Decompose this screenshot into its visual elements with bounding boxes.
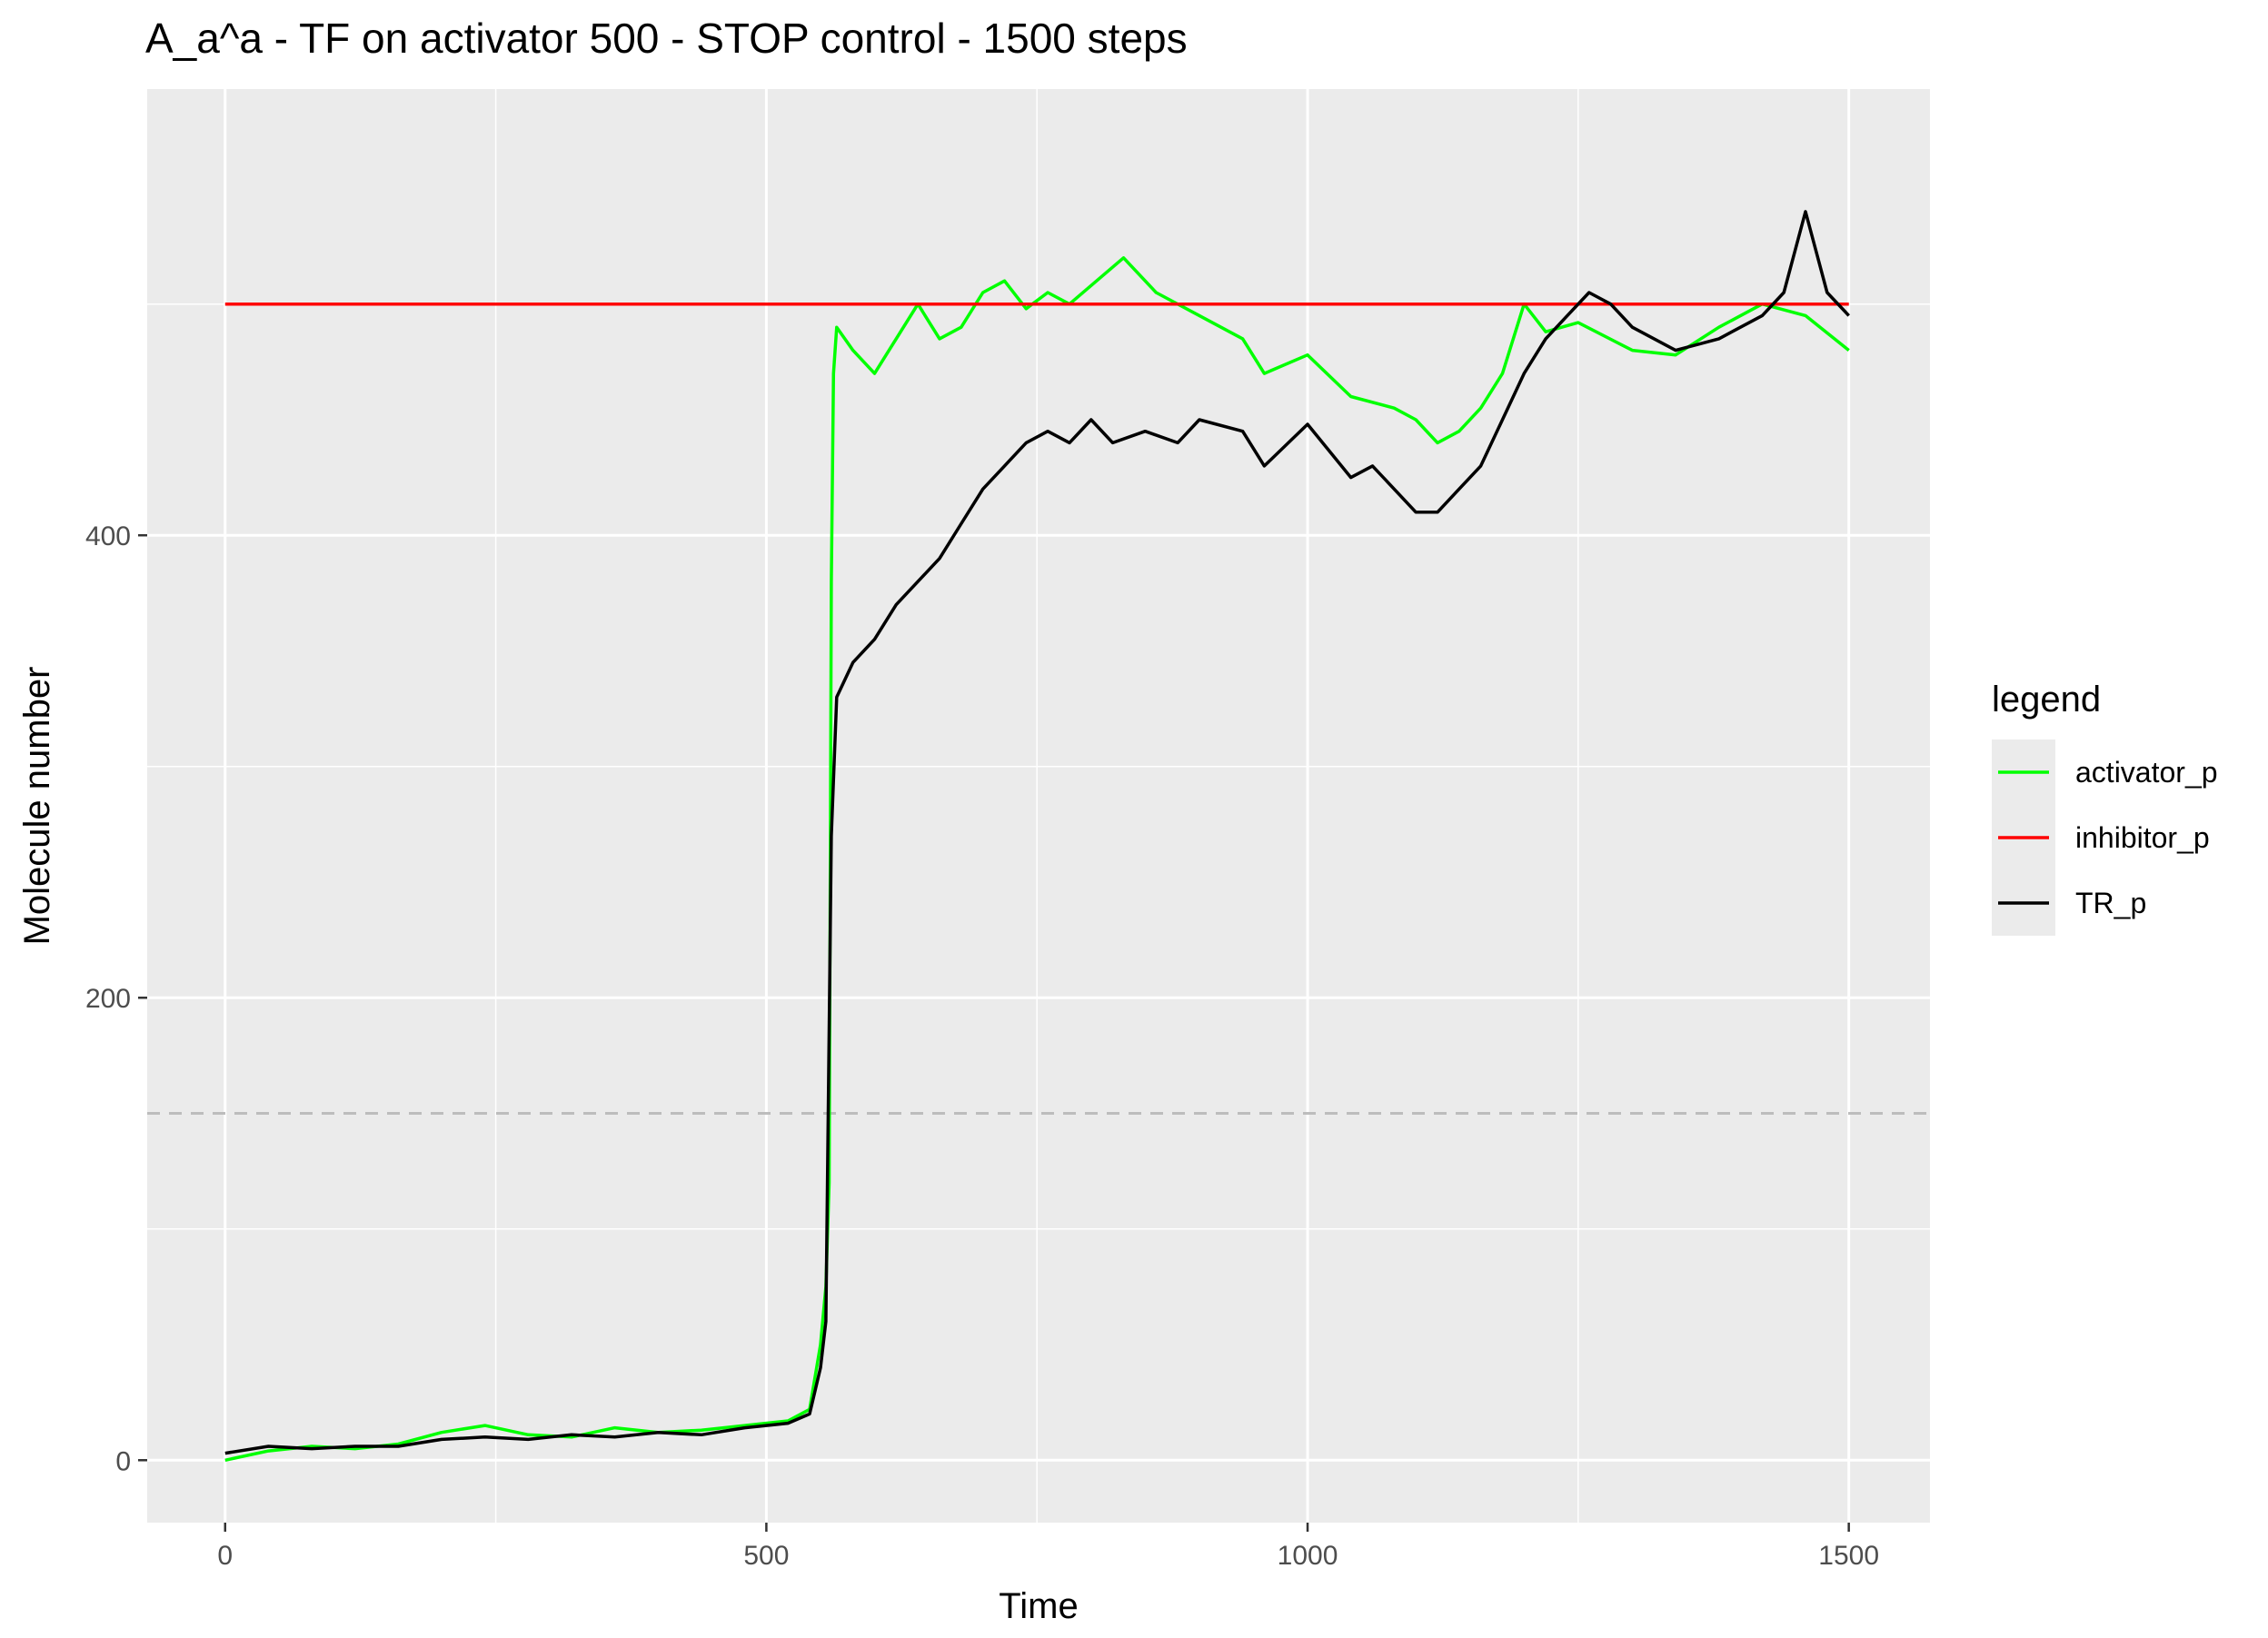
x-axis-ticks: 0 500 1000 1500: [217, 1523, 1879, 1571]
legend-label: inhibitor_p: [2075, 821, 2210, 854]
grid-major: [147, 89, 1930, 1523]
y-axis-ticks: 0 200 400: [85, 521, 147, 1476]
x-tick-label: 1500: [1818, 1541, 1879, 1571]
y-axis-title: Molecule number: [17, 667, 57, 946]
x-axis-title: Time: [999, 1586, 1078, 1626]
x-tick-label: 0: [217, 1541, 233, 1571]
legend-title: legend: [1992, 680, 2101, 720]
legend-label: activator_p: [2075, 756, 2218, 789]
legend-label: TR_p: [2075, 887, 2146, 919]
series-line-TR_p: [224, 210, 1850, 1455]
legend-item-activator_p: activator_p: [1992, 740, 2218, 805]
chart-title: A_a^a - TF on activator 500 - STOP contr…: [145, 15, 1188, 62]
x-tick-label: 500: [743, 1541, 789, 1571]
legend-item-inhibitor_p: inhibitor_p: [1992, 805, 2210, 870]
y-tick-label: 400: [85, 521, 131, 551]
series-line-activator_p: [224, 256, 1850, 1463]
y-tick-label: 200: [85, 984, 131, 1014]
legend-item-TR_p: TR_p: [1992, 870, 2146, 936]
legend: legend activator_p inhibitor_p TR_p: [1992, 680, 2218, 936]
x-tick-label: 1000: [1278, 1541, 1338, 1571]
series-layer: [224, 210, 1850, 1463]
legend-entries: activator_p inhibitor_p TR_p: [1992, 740, 2218, 936]
y-tick-label: 0: [115, 1446, 131, 1476]
